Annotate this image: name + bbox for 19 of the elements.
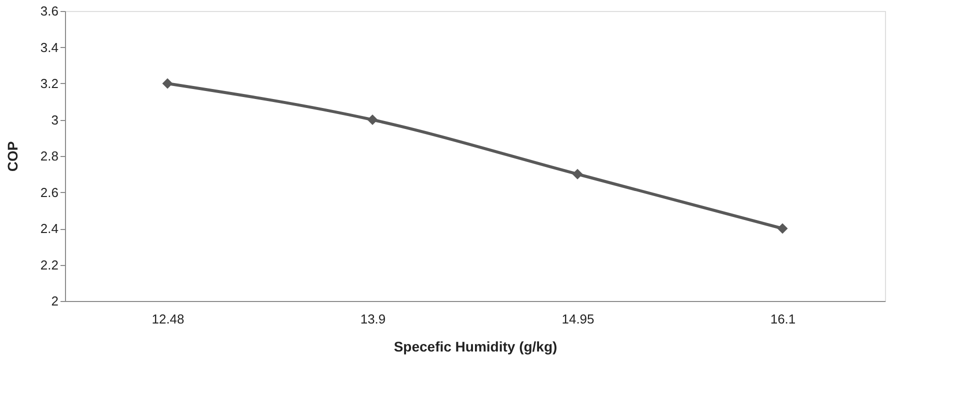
- y-axis-title: COP: [4, 141, 20, 172]
- x-axis-title: Specefic Humidity (g/kg): [394, 338, 558, 354]
- point: [367, 114, 378, 125]
- x-tick-label: 14.95: [562, 312, 594, 326]
- x-tick-label: 16.1: [770, 312, 796, 326]
- x-tick-label: 12.48: [152, 312, 184, 326]
- y-tick-label: 2.6: [40, 184, 58, 200]
- y-tick-label: 3.2: [40, 76, 58, 91]
- point: [572, 168, 583, 180]
- y-tick-label: 3: [51, 112, 58, 128]
- y-tick-label: 2: [51, 294, 58, 308]
- x-tick-label: 13.9: [360, 312, 386, 326]
- y-tick-label: 3.4: [40, 40, 58, 55]
- y-tick-label: 2.4: [40, 221, 58, 236]
- point: [162, 78, 173, 89]
- y-tick-label: 2.8: [40, 148, 58, 164]
- y-tick-label: 3.6: [40, 4, 58, 18]
- point: [777, 223, 788, 234]
- y-tick-label: 2.2: [40, 257, 58, 272]
